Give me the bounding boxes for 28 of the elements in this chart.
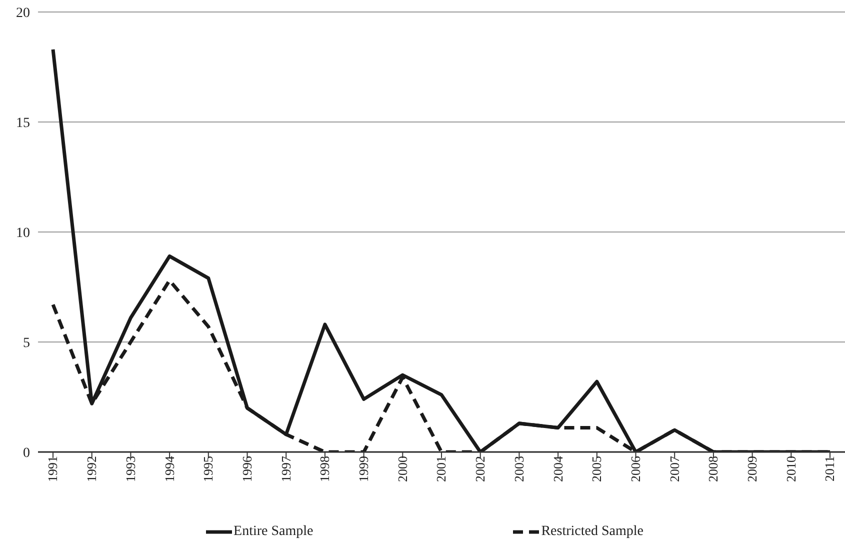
x-tick-label: 2008: [706, 456, 721, 482]
y-tick-label: 0: [23, 446, 30, 461]
y-tick-label: 10: [16, 226, 30, 241]
x-tick-label: 1998: [317, 456, 332, 482]
x-tick-label: 2001: [434, 456, 449, 482]
x-tick-label: 2011: [822, 456, 838, 482]
x-tick-label: 2002: [472, 456, 488, 482]
x-tick-label: 2006: [628, 456, 643, 482]
x-tick-label: 1999: [356, 456, 372, 482]
x-tick-label: 2000: [394, 456, 410, 482]
x-tick-label: 2007: [666, 456, 682, 482]
legend-label: Restricted Sample: [541, 524, 644, 540]
x-tick-label: 1993: [122, 456, 138, 482]
x-tick-label: 1995: [200, 456, 216, 482]
x-tick-label: 2005: [589, 456, 604, 482]
y-tick-label: 15: [16, 116, 30, 131]
x-tick-label: 2010: [783, 456, 798, 482]
x-tick-label: 2009: [744, 456, 760, 482]
x-tick-label: 2004: [550, 456, 566, 482]
x-tick-label: 1996: [239, 456, 254, 482]
x-tick-label: 2003: [511, 456, 526, 482]
legend-label: Entire Sample: [234, 524, 314, 540]
y-tick-label: 5: [23, 336, 30, 351]
x-tick-label: 1992: [84, 456, 100, 482]
x-tick-label: 1997: [278, 456, 294, 482]
x-tick-label: 1994: [162, 456, 177, 482]
y-tick-label: 20: [16, 6, 30, 21]
x-tick-label: 1991: [45, 456, 60, 482]
